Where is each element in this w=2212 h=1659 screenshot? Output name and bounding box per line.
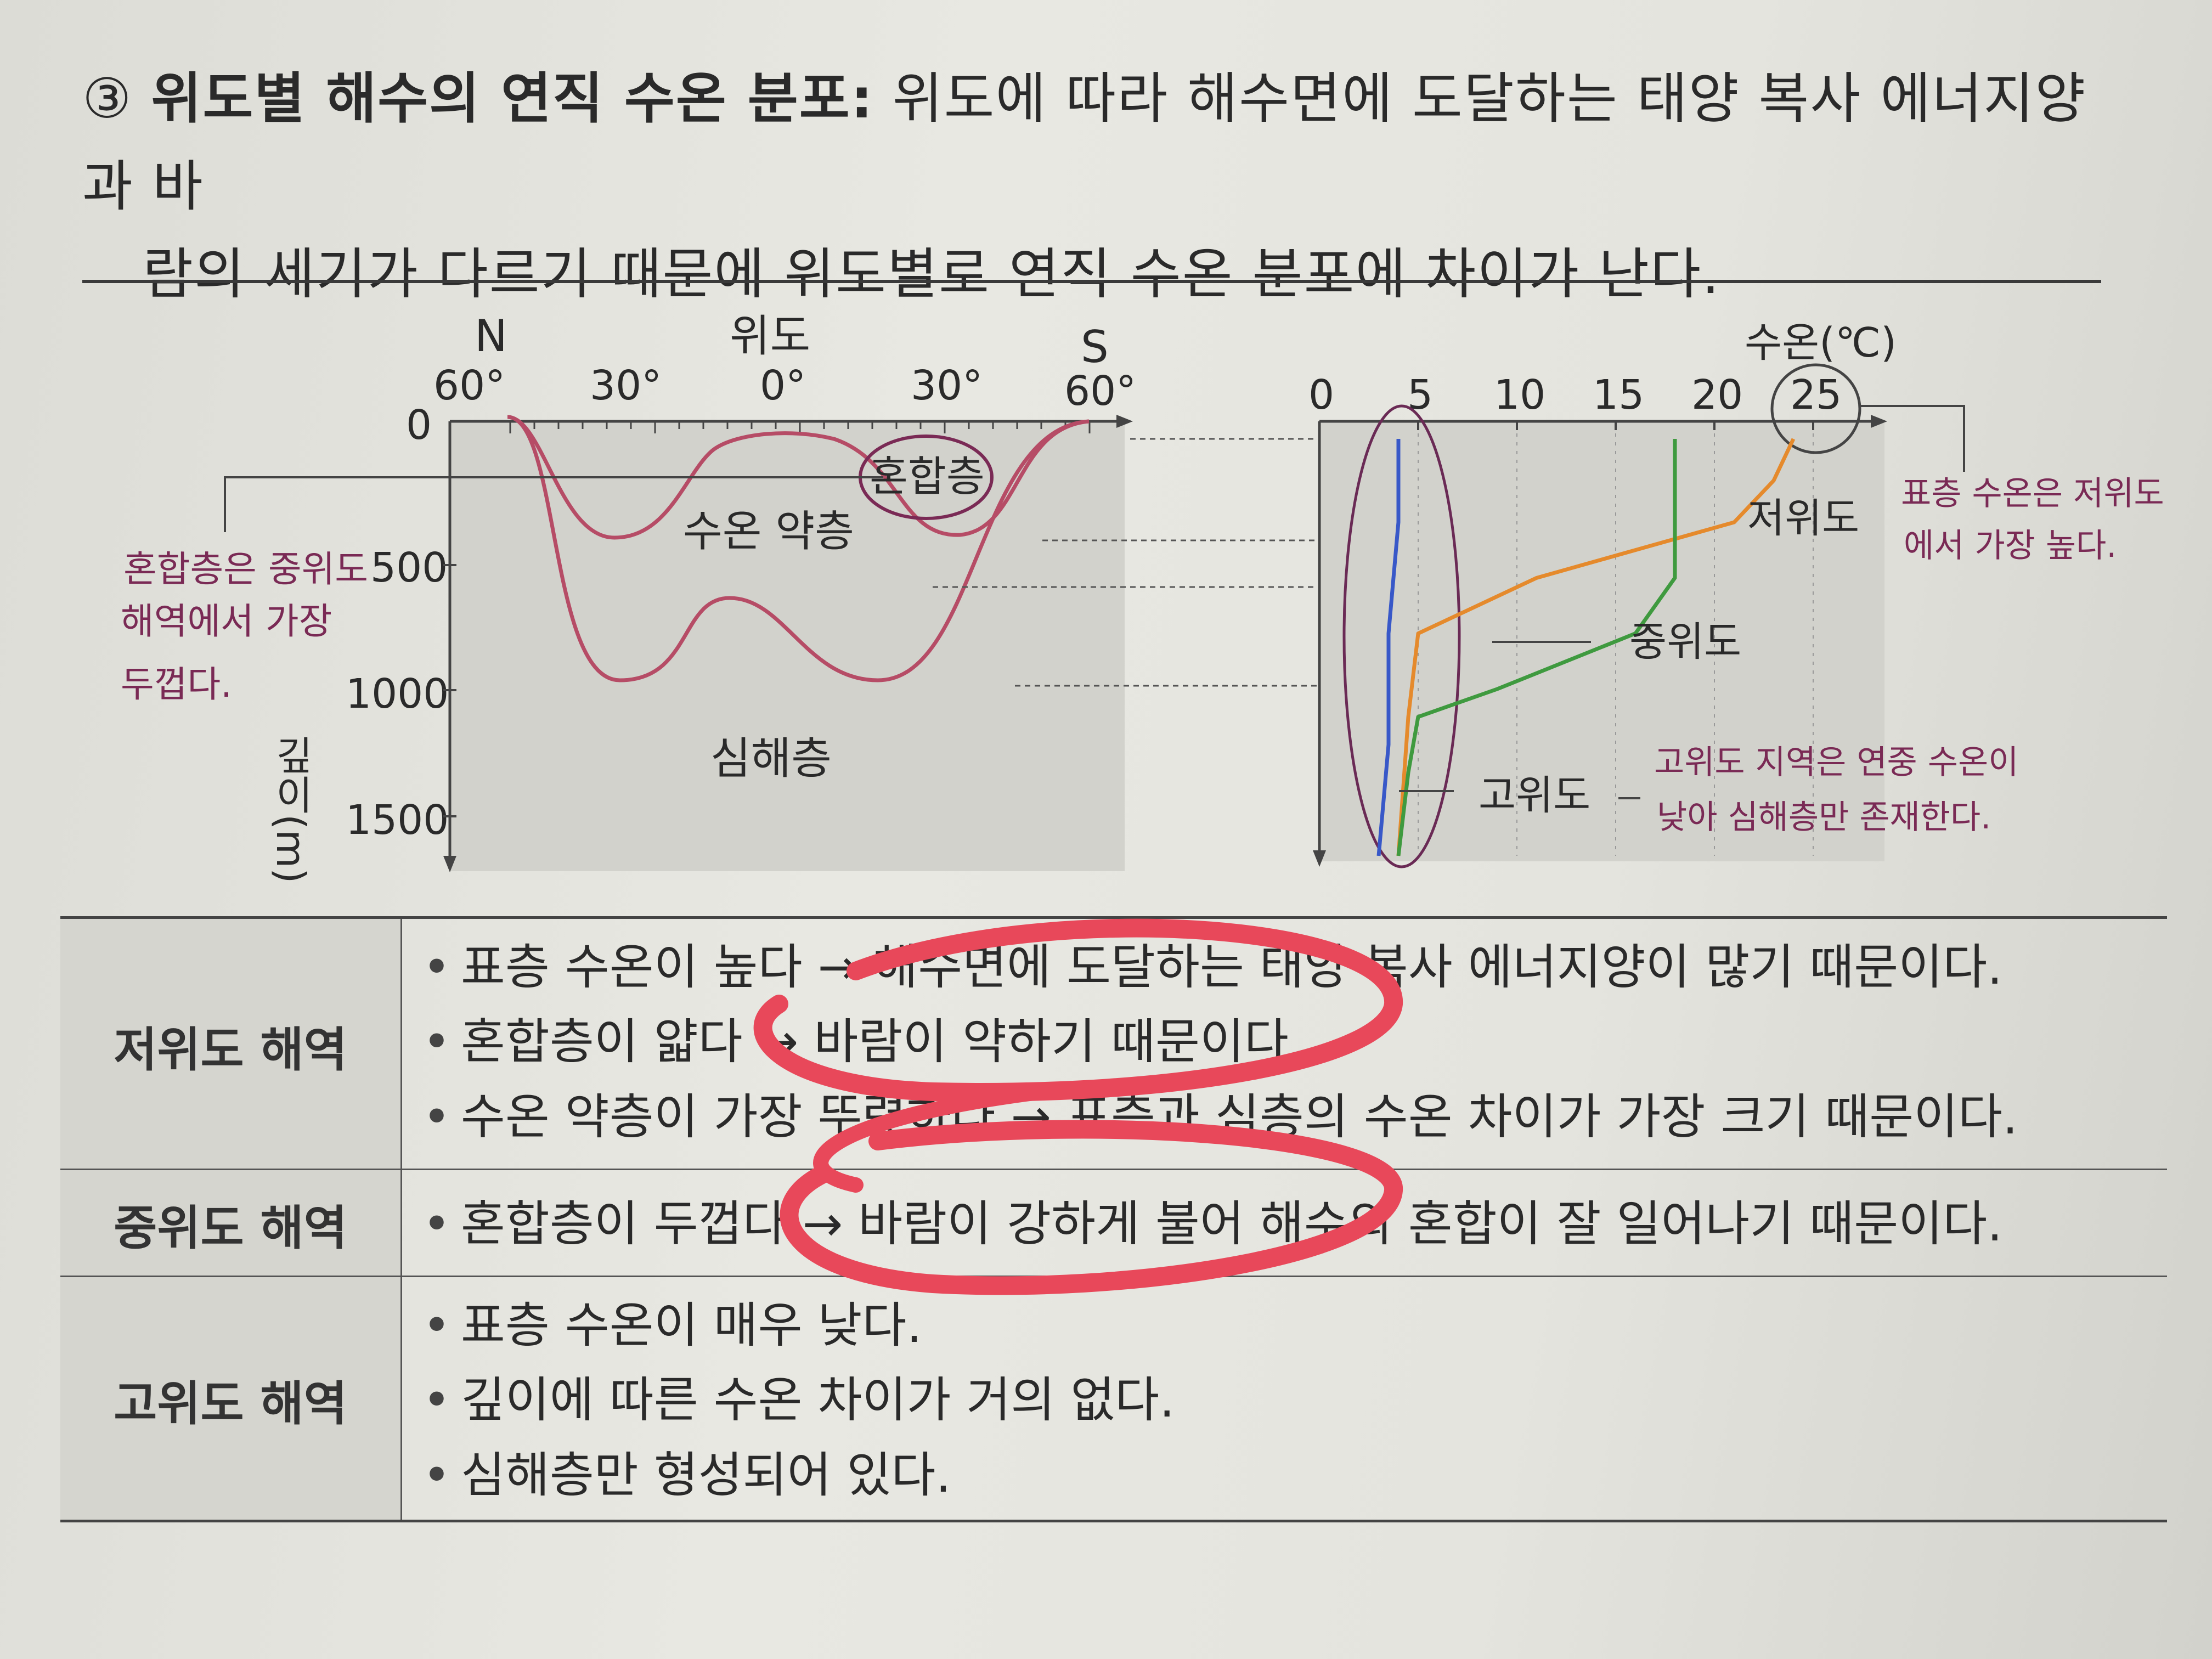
- item-text: 혼합층이 두껍다 → 바람이 강하게 불어 해수의 혼합이 잘 일어나기 때문이…: [460, 1195, 2003, 1252]
- item-text: 표층 수온이 매우 낮다.: [460, 1297, 922, 1353]
- annotation-leader: [1860, 405, 1965, 472]
- table-row: 고위도 해역 • 표층 수온이 매우 낮다. • 깊이에 따른 수온 차이가 거의 …: [60, 1276, 2167, 1521]
- legend-label-low-latitude: 저위도: [1747, 495, 1859, 542]
- temperature-tick-label: 25: [1790, 371, 1842, 419]
- mixed-layer-label: 혼합층: [870, 452, 985, 501]
- lat-tick-label: 60°: [1064, 368, 1136, 415]
- depth-axis-label: 깊이(m): [268, 735, 314, 883]
- table-row: 중위도 해역 • 혼합층이 두껍다 → 바람이 강하게 불어 해수의 혼합이 잘 …: [60, 1169, 2167, 1277]
- temperature-tick-label: 20: [1691, 371, 1743, 419]
- depth-axis-arrow: [443, 856, 456, 872]
- series-lines: [1376, 438, 1796, 856]
- north-label: N: [475, 311, 507, 362]
- list-item: • 깊이에 따른 수온 차이가 거의 없다.: [422, 1363, 2167, 1437]
- temperature-axis-arrow: [1871, 415, 1887, 428]
- bullet: •: [422, 1088, 451, 1145]
- high-latitude-note: 낮아 심해층만 존재한다.: [1657, 798, 1991, 837]
- temperature-tick-label: 15: [1593, 371, 1644, 419]
- bullet: •: [422, 1297, 451, 1353]
- temperature-ticks: 0 5 10 15 20 25: [1308, 371, 1842, 856]
- item-text: 심해층만 형성되어 있다.: [460, 1446, 951, 1503]
- row-body: • 혼합층이 두껍다 → 바람이 강하게 불어 해수의 혼합이 잘 일어나기 때문…: [422, 1170, 2167, 1277]
- thermocline-label: 수온 약층: [683, 507, 854, 556]
- lat-tick-label: 60°: [433, 362, 505, 409]
- list-item: • 혼합층이 두껍다 → 바람이 강하게 불어 해수의 혼합이 잘 일어나기 때문…: [422, 1187, 2167, 1261]
- title-line-2: 람의 세기가 다르기 때문에 위도별로 연직 수온 분포에 차이가 난다.: [143, 242, 1720, 306]
- bullet: •: [422, 1013, 451, 1070]
- mixed-layer-note: 혼합층은 중위도: [123, 548, 368, 590]
- bullet: •: [422, 1195, 451, 1252]
- latitude-axis-arrow: [1116, 415, 1133, 428]
- marker-circle-top: [753, 918, 1403, 1102]
- bullet: •: [422, 1372, 451, 1429]
- lat-tick-label: 0°: [760, 362, 806, 409]
- temperature-axis-label: 수온(℃): [1745, 319, 1897, 366]
- marker-circle-bottom: [780, 1120, 1403, 1295]
- row-body: • 표층 수온이 높다 → 해수면에 도달하는 태양 복사 에너지양이 많기 때문…: [422, 919, 2167, 1171]
- series-line-0: [1396, 438, 1796, 856]
- latitude-title: 위도: [730, 311, 810, 362]
- row-body: • 표층 수온이 매우 낮다. • 깊이에 따른 수온 차이가 거의 없다. • 심해…: [422, 1277, 2167, 1521]
- south-label: S: [1081, 321, 1109, 373]
- list-item: • 혼합층이 얇다 → 바람이 약하기 때문이다.: [422, 1005, 2167, 1079]
- lat-tick-label: 30°: [911, 362, 983, 409]
- latitude-table: 저위도 해역 • 표층 수온이 높다 → 해수면에 도달하는 태양 복사 에너지양…: [60, 916, 2167, 1531]
- item-text: 혼합층이 얇다 → 바람이 약하기 때문이다.: [460, 1013, 1304, 1070]
- mixed-layer-note: 해역에서 가장: [121, 600, 332, 642]
- circled-number: ③: [82, 66, 133, 131]
- section-title: ③ 위도별 해수의 연직 수온 분포: 위도에 따라 해수면에 도달하는 태양 …: [82, 55, 2112, 318]
- surface-temp-note: 에서 가장 높다.: [1904, 527, 2117, 565]
- figure: N 위도 S 60° 30° 0° 30° 60° 0 500 1000 150…: [121, 311, 2164, 883]
- title-line-1: ③ 위도별 해수의 연직 수온 분포: 위도에 따라 해수면에 도달하는 태양 …: [82, 55, 2112, 230]
- legend-label-high-latitude: 고위도: [1479, 772, 1590, 819]
- bullet: •: [422, 939, 451, 995]
- mixed-layer-note: 두껍다.: [121, 663, 232, 706]
- depth-tick-label: 1500: [346, 797, 449, 844]
- depth-tick-label: 500: [370, 544, 448, 591]
- section-heading: 위도별 해수의 연직 수온 분포:: [151, 66, 874, 131]
- temperature-tick-label: 10: [1494, 371, 1545, 419]
- series-line-2: [1376, 439, 1401, 856]
- series-line-1: [1396, 439, 1677, 856]
- divider: [82, 280, 2101, 283]
- lat-tick-label: 30°: [590, 362, 662, 409]
- table-row: 저위도 해역 • 표층 수온이 높다 → 해수면에 도달하는 태양 복사 에너지양…: [60, 916, 2167, 1171]
- item-text: 깊이에 따른 수온 차이가 거의 없다.: [460, 1372, 1175, 1429]
- list-item: • 표층 수온이 높다 → 해수면에 도달하는 태양 복사 에너지양이 많기 때문…: [422, 930, 2167, 1005]
- note-leader-line: [224, 476, 883, 532]
- temperature-profile-chart: 0 5 10 15 20 25 수온(℃) 저위도 중위도 고위도 표층 수온은 저위도 …: [1308, 319, 2164, 868]
- thermocline-boundary: [507, 415, 1090, 682]
- row-header: 중위도 해역: [60, 1170, 402, 1277]
- title-text-1: 위도에 따라 해수면에 도달하는 태양 복사 에너지양과 바: [82, 66, 2087, 218]
- temperature-tick-label: 0: [1308, 371, 1334, 419]
- bullet: •: [422, 1446, 451, 1503]
- table-bottom-rule: [60, 1520, 2167, 1522]
- depth-tick-label: 0: [406, 402, 432, 449]
- list-item: • 표층 수온이 매우 낮다.: [422, 1288, 2167, 1363]
- right-depth-axis-arrow: [1313, 850, 1326, 867]
- high-latitude-ellipse: [1342, 404, 1461, 868]
- high-latitude-note: 고위도 지역은 연중 수온이: [1654, 743, 2018, 782]
- deep-layer-label: 심해층: [710, 733, 832, 784]
- left-diagram: N 위도 S 60° 30° 0° 30° 60° 0 500 1000 150…: [121, 311, 1317, 883]
- right-plot-area: [1319, 422, 1884, 861]
- row-header: 고위도 해역: [60, 1277, 402, 1521]
- latitude-tick-marks: [509, 421, 1091, 433]
- highlight-25-circle: [1770, 363, 1861, 454]
- legend-label-mid-latitude: 중위도: [1629, 618, 1741, 665]
- item-text: 표층 수온이 높다 → 해수면에 도달하는 태양 복사 에너지양이 많기 때문이…: [460, 939, 2003, 995]
- row-header: 저위도 해역: [60, 919, 402, 1171]
- depth-tick-label: 1000: [346, 670, 449, 718]
- surface-temp-note: 표층 수온은 저위도: [1901, 475, 2164, 513]
- list-item: • 심해층만 형성되어 있다.: [422, 1438, 2167, 1513]
